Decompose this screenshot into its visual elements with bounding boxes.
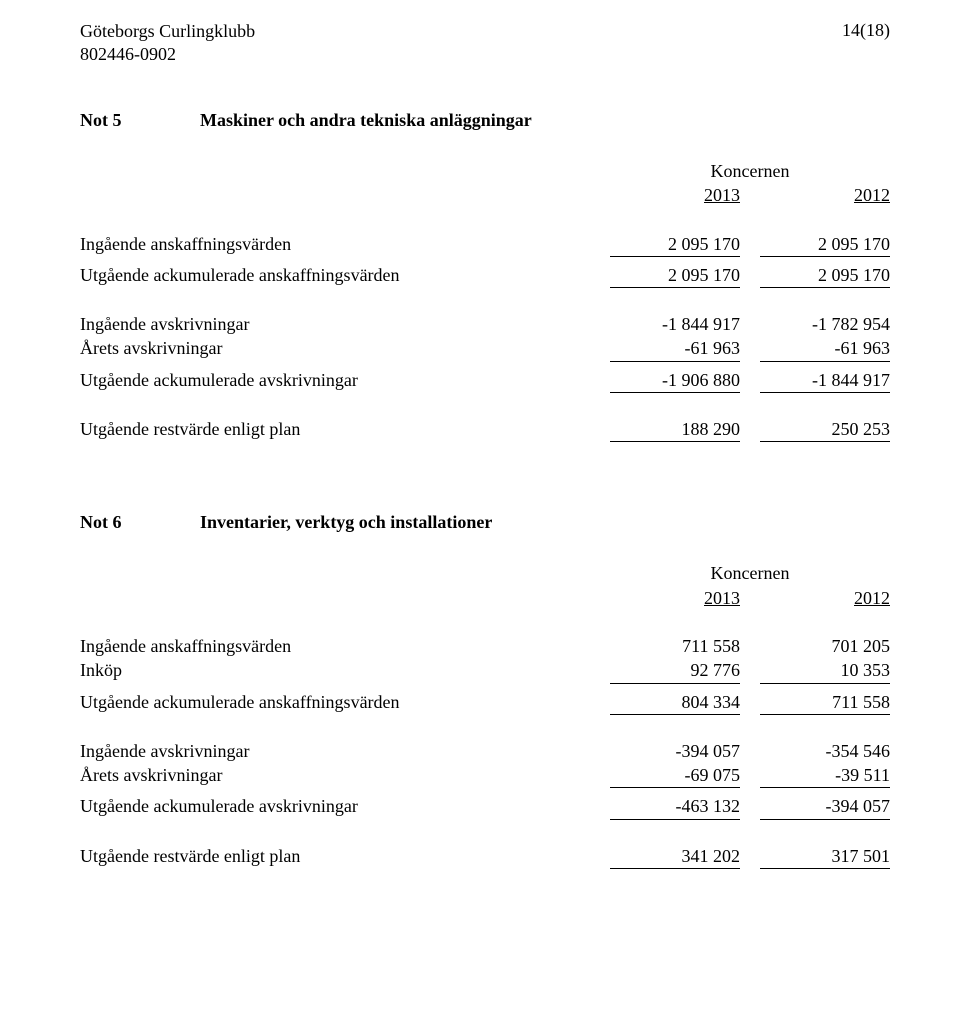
- table-row: Årets avskrivningar -61 963 -61 963: [80, 336, 890, 360]
- row-value: 92 776: [610, 658, 740, 682]
- row-value: 317 501: [760, 844, 890, 868]
- row-label: Utgående restvärde enligt plan: [80, 844, 610, 868]
- row-value: -394 057: [760, 794, 890, 818]
- row-label: Ingående anskaffningsvärden: [80, 232, 610, 256]
- row-label: Utgående ackumulerade anskaffningsvärden: [80, 263, 610, 287]
- header-left: Göteborgs Curlingklubb 802446-0902: [80, 20, 255, 65]
- row-value: -1 782 954: [760, 312, 890, 336]
- row-value: -39 511: [760, 763, 890, 787]
- note5-year-2: 2012: [760, 183, 890, 207]
- note5-year-1: 2013: [610, 183, 740, 207]
- note5-table: Koncernen 2013 2012 Ingående anskaffning…: [80, 159, 890, 442]
- row-label: Ingående avskrivningar: [80, 312, 610, 336]
- row-value: 341 202: [610, 844, 740, 868]
- row-value: 2 095 170: [760, 263, 890, 287]
- row-label: Ingående anskaffningsvärden: [80, 634, 610, 658]
- row-value: -354 546: [760, 739, 890, 763]
- row-value: -69 075: [610, 763, 740, 787]
- note5-group-label: Koncernen: [610, 159, 890, 183]
- row-value: 2 095 170: [610, 232, 740, 256]
- row-value: 250 253: [760, 417, 890, 441]
- row-label: Utgående ackumulerade avskrivningar: [80, 794, 610, 818]
- table-row: Ingående anskaffningsvärden 2 095 170 2 …: [80, 232, 890, 256]
- table-row: Inköp 92 776 10 353: [80, 658, 890, 682]
- row-value: -394 057: [610, 739, 740, 763]
- note6-year-1: 2013: [610, 586, 740, 610]
- table-row: Utgående ackumulerade avskrivningar -1 9…: [80, 368, 890, 392]
- row-value: 10 353: [760, 658, 890, 682]
- row-value: -1 844 917: [610, 312, 740, 336]
- row-label: Utgående ackumulerade avskrivningar: [80, 368, 610, 392]
- row-value: 188 290: [610, 417, 740, 441]
- note6-group-label: Koncernen: [610, 561, 890, 585]
- note5-heading: Not 5 Maskiner och andra tekniska anlägg…: [80, 110, 890, 131]
- table-row: Utgående restvärde enligt plan 341 202 3…: [80, 844, 890, 868]
- table-row: Årets avskrivningar -69 075 -39 511: [80, 763, 890, 787]
- row-value: -463 132: [610, 794, 740, 818]
- note6-title: Inventarier, verktyg och installationer: [200, 512, 492, 533]
- row-value: 711 558: [760, 690, 890, 714]
- row-value: -1 844 917: [760, 368, 890, 392]
- row-value: -61 963: [610, 336, 740, 360]
- table-row: Utgående ackumulerade avskrivningar -463…: [80, 794, 890, 818]
- row-value: 701 205: [760, 634, 890, 658]
- row-label: Utgående ackumulerade anskaffningsvärden: [80, 690, 610, 714]
- table-row: Utgående ackumulerade anskaffningsvärden…: [80, 263, 890, 287]
- org-number: 802446-0902: [80, 43, 255, 66]
- page-header: Göteborgs Curlingklubb 802446-0902 14(18…: [80, 20, 890, 65]
- page: Göteborgs Curlingklubb 802446-0902 14(18…: [0, 0, 960, 1023]
- page-indicator: 14(18): [842, 20, 890, 41]
- row-label: Utgående restvärde enligt plan: [80, 417, 610, 441]
- note5-title: Maskiner och andra tekniska anläggningar: [200, 110, 532, 131]
- table-row: Utgående ackumulerade anskaffningsvärden…: [80, 690, 890, 714]
- row-value: 2 095 170: [760, 232, 890, 256]
- row-value: -61 963: [760, 336, 890, 360]
- table-row: Ingående avskrivningar -394 057 -354 546: [80, 739, 890, 763]
- row-value: -1 906 880: [610, 368, 740, 392]
- row-label: Ingående avskrivningar: [80, 739, 610, 763]
- row-value: 2 095 170: [610, 263, 740, 287]
- row-label: Inköp: [80, 658, 610, 682]
- row-label: Årets avskrivningar: [80, 763, 610, 787]
- row-label: Årets avskrivningar: [80, 336, 610, 360]
- note6-table: Koncernen 2013 2012 Ingående anskaffning…: [80, 561, 890, 869]
- org-name: Göteborgs Curlingklubb: [80, 20, 255, 43]
- row-value: 711 558: [610, 634, 740, 658]
- table-row: Ingående anskaffningsvärden 711 558 701 …: [80, 634, 890, 658]
- note6-heading: Not 6 Inventarier, verktyg och installat…: [80, 512, 890, 533]
- row-value: 804 334: [610, 690, 740, 714]
- table-row: Utgående restvärde enligt plan 188 290 2…: [80, 417, 890, 441]
- table-row: Ingående avskrivningar -1 844 917 -1 782…: [80, 312, 890, 336]
- note6-year-2: 2012: [760, 586, 890, 610]
- note5-label: Not 5: [80, 110, 200, 131]
- note6-label: Not 6: [80, 512, 200, 533]
